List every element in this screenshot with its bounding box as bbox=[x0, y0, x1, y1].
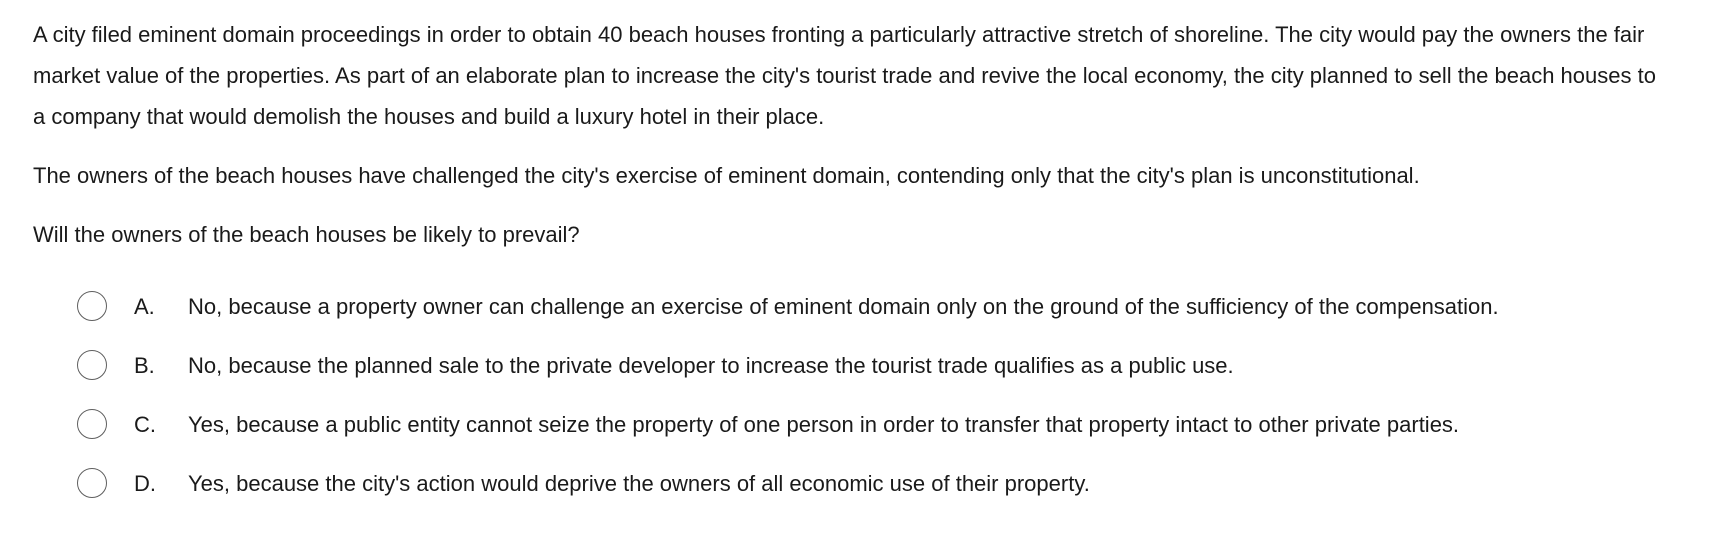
answer-options: A. No, because a property owner can chal… bbox=[77, 286, 1717, 504]
answer-option-a[interactable]: A. No, because a property owner can chal… bbox=[77, 286, 1717, 327]
answer-option-d[interactable]: D. Yes, because the city's action would … bbox=[77, 463, 1717, 504]
option-letter: A. bbox=[134, 294, 155, 319]
answer-option-c[interactable]: C. Yes, because a public entity cannot s… bbox=[77, 404, 1717, 445]
option-text: Yes, because the city's action would dep… bbox=[188, 471, 1090, 496]
option-letter: B. bbox=[134, 353, 155, 378]
radio-button-b[interactable] bbox=[77, 350, 107, 380]
question-prompt: Will the owners of the beach houses be l… bbox=[33, 222, 580, 247]
question-stem: A city filed eminent domain proceedings … bbox=[33, 14, 1673, 255]
option-text: No, because the planned sale to the priv… bbox=[188, 353, 1234, 378]
question-paragraph: A city filed eminent domain proceedings … bbox=[33, 22, 1656, 129]
option-letter: D. bbox=[134, 471, 156, 496]
option-text: Yes, because a public entity cannot seiz… bbox=[188, 412, 1460, 437]
radio-button-c[interactable] bbox=[77, 409, 107, 439]
radio-button-a[interactable] bbox=[77, 291, 107, 321]
question-paragraph: The owners of the beach houses have chal… bbox=[33, 163, 1420, 188]
answer-option-b[interactable]: B. No, because the planned sale to the p… bbox=[77, 345, 1717, 386]
option-text: No, because a property owner can challen… bbox=[188, 294, 1499, 319]
option-letter: C. bbox=[134, 412, 156, 437]
radio-button-d[interactable] bbox=[77, 468, 107, 498]
